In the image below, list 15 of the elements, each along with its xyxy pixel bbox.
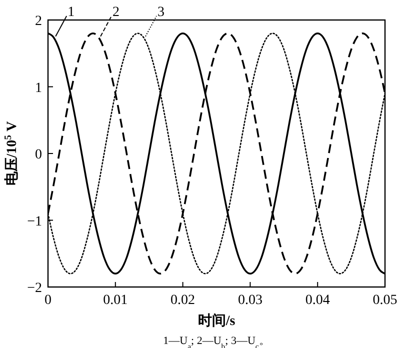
y-tick-label: −2 <box>27 281 42 296</box>
y-tick-label: 0 <box>35 148 42 162</box>
x-tick-label: 0.04 <box>305 293 330 308</box>
y-tick-label: 2 <box>35 14 42 29</box>
series-label: 1 <box>68 5 75 20</box>
series-label: 3 <box>158 5 165 20</box>
x-tick-label: 0.01 <box>103 293 128 308</box>
y-tick-label: 1 <box>35 80 42 96</box>
x-tick-label: 0.02 <box>170 293 196 308</box>
x-tick-label: 0.05 <box>372 293 398 308</box>
x-tick-label: 0 <box>44 293 52 308</box>
x-axis-title: 时间/s <box>198 313 236 329</box>
y-tick-label: −1 <box>27 214 42 230</box>
x-tick-label: 0.03 <box>238 293 262 308</box>
series-label: 2 <box>112 5 120 20</box>
